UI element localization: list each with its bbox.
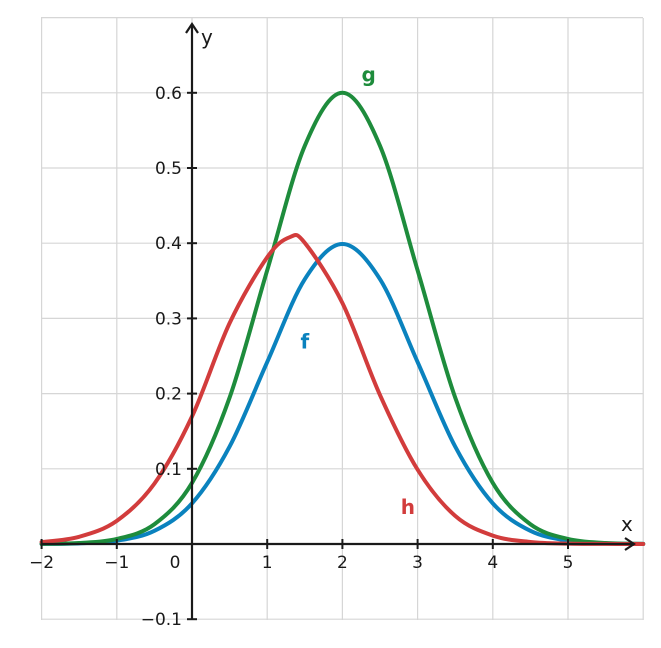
y-tick-label: 0.4 [155, 234, 182, 254]
axes [41, 22, 636, 620]
x-tick-label: 1 [262, 553, 273, 573]
y-tick-label: −0.1 [141, 610, 182, 630]
y-tick-label: 0.2 [155, 385, 182, 405]
y-axis-arrow-icon [185, 22, 199, 34]
series-label-f: f [300, 329, 309, 353]
series-label-g: g [362, 63, 376, 87]
y-tick-label: 0.5 [155, 159, 182, 179]
series-line-g [39, 90, 646, 546]
series-label-h: h [401, 495, 415, 519]
y-axis-label: y [201, 25, 213, 49]
y-tick-label: 0.1 [155, 460, 182, 480]
series-labels: g f h [300, 63, 415, 519]
x-axis-arrow-icon [624, 537, 636, 551]
x-tick-label: −1 [104, 553, 129, 573]
curves [39, 90, 646, 546]
x-tick-label: 3 [412, 553, 423, 573]
x-tick-label: 0 [170, 553, 181, 573]
series-line-h [39, 233, 646, 546]
grid-lines [40, 17, 644, 620]
series-line-f [39, 242, 646, 546]
y-tick-label: 0.6 [155, 84, 182, 104]
x-tick-label: 2 [337, 553, 348, 573]
x-tick-label: 5 [563, 553, 574, 573]
x-axis-label: x [621, 512, 633, 536]
x-tick-label: 4 [487, 553, 498, 573]
x-tick-label: −2 [29, 553, 54, 573]
ticks: −2 −1 0 1 2 3 4 5 −0.1 0.1 0.2 0.3 0.4 0.5 0.6 [29, 84, 573, 630]
y-tick-label: 0.3 [155, 309, 182, 329]
